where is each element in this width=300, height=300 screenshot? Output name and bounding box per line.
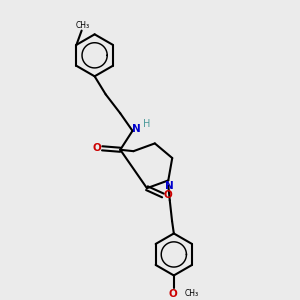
Text: H: H <box>143 118 151 128</box>
Text: N: N <box>132 124 141 134</box>
Text: O: O <box>169 289 178 299</box>
Text: O: O <box>164 190 172 200</box>
Text: N: N <box>165 181 174 191</box>
Text: CH₃: CH₃ <box>185 289 199 298</box>
Text: O: O <box>93 143 101 153</box>
Text: CH₃: CH₃ <box>75 21 89 30</box>
